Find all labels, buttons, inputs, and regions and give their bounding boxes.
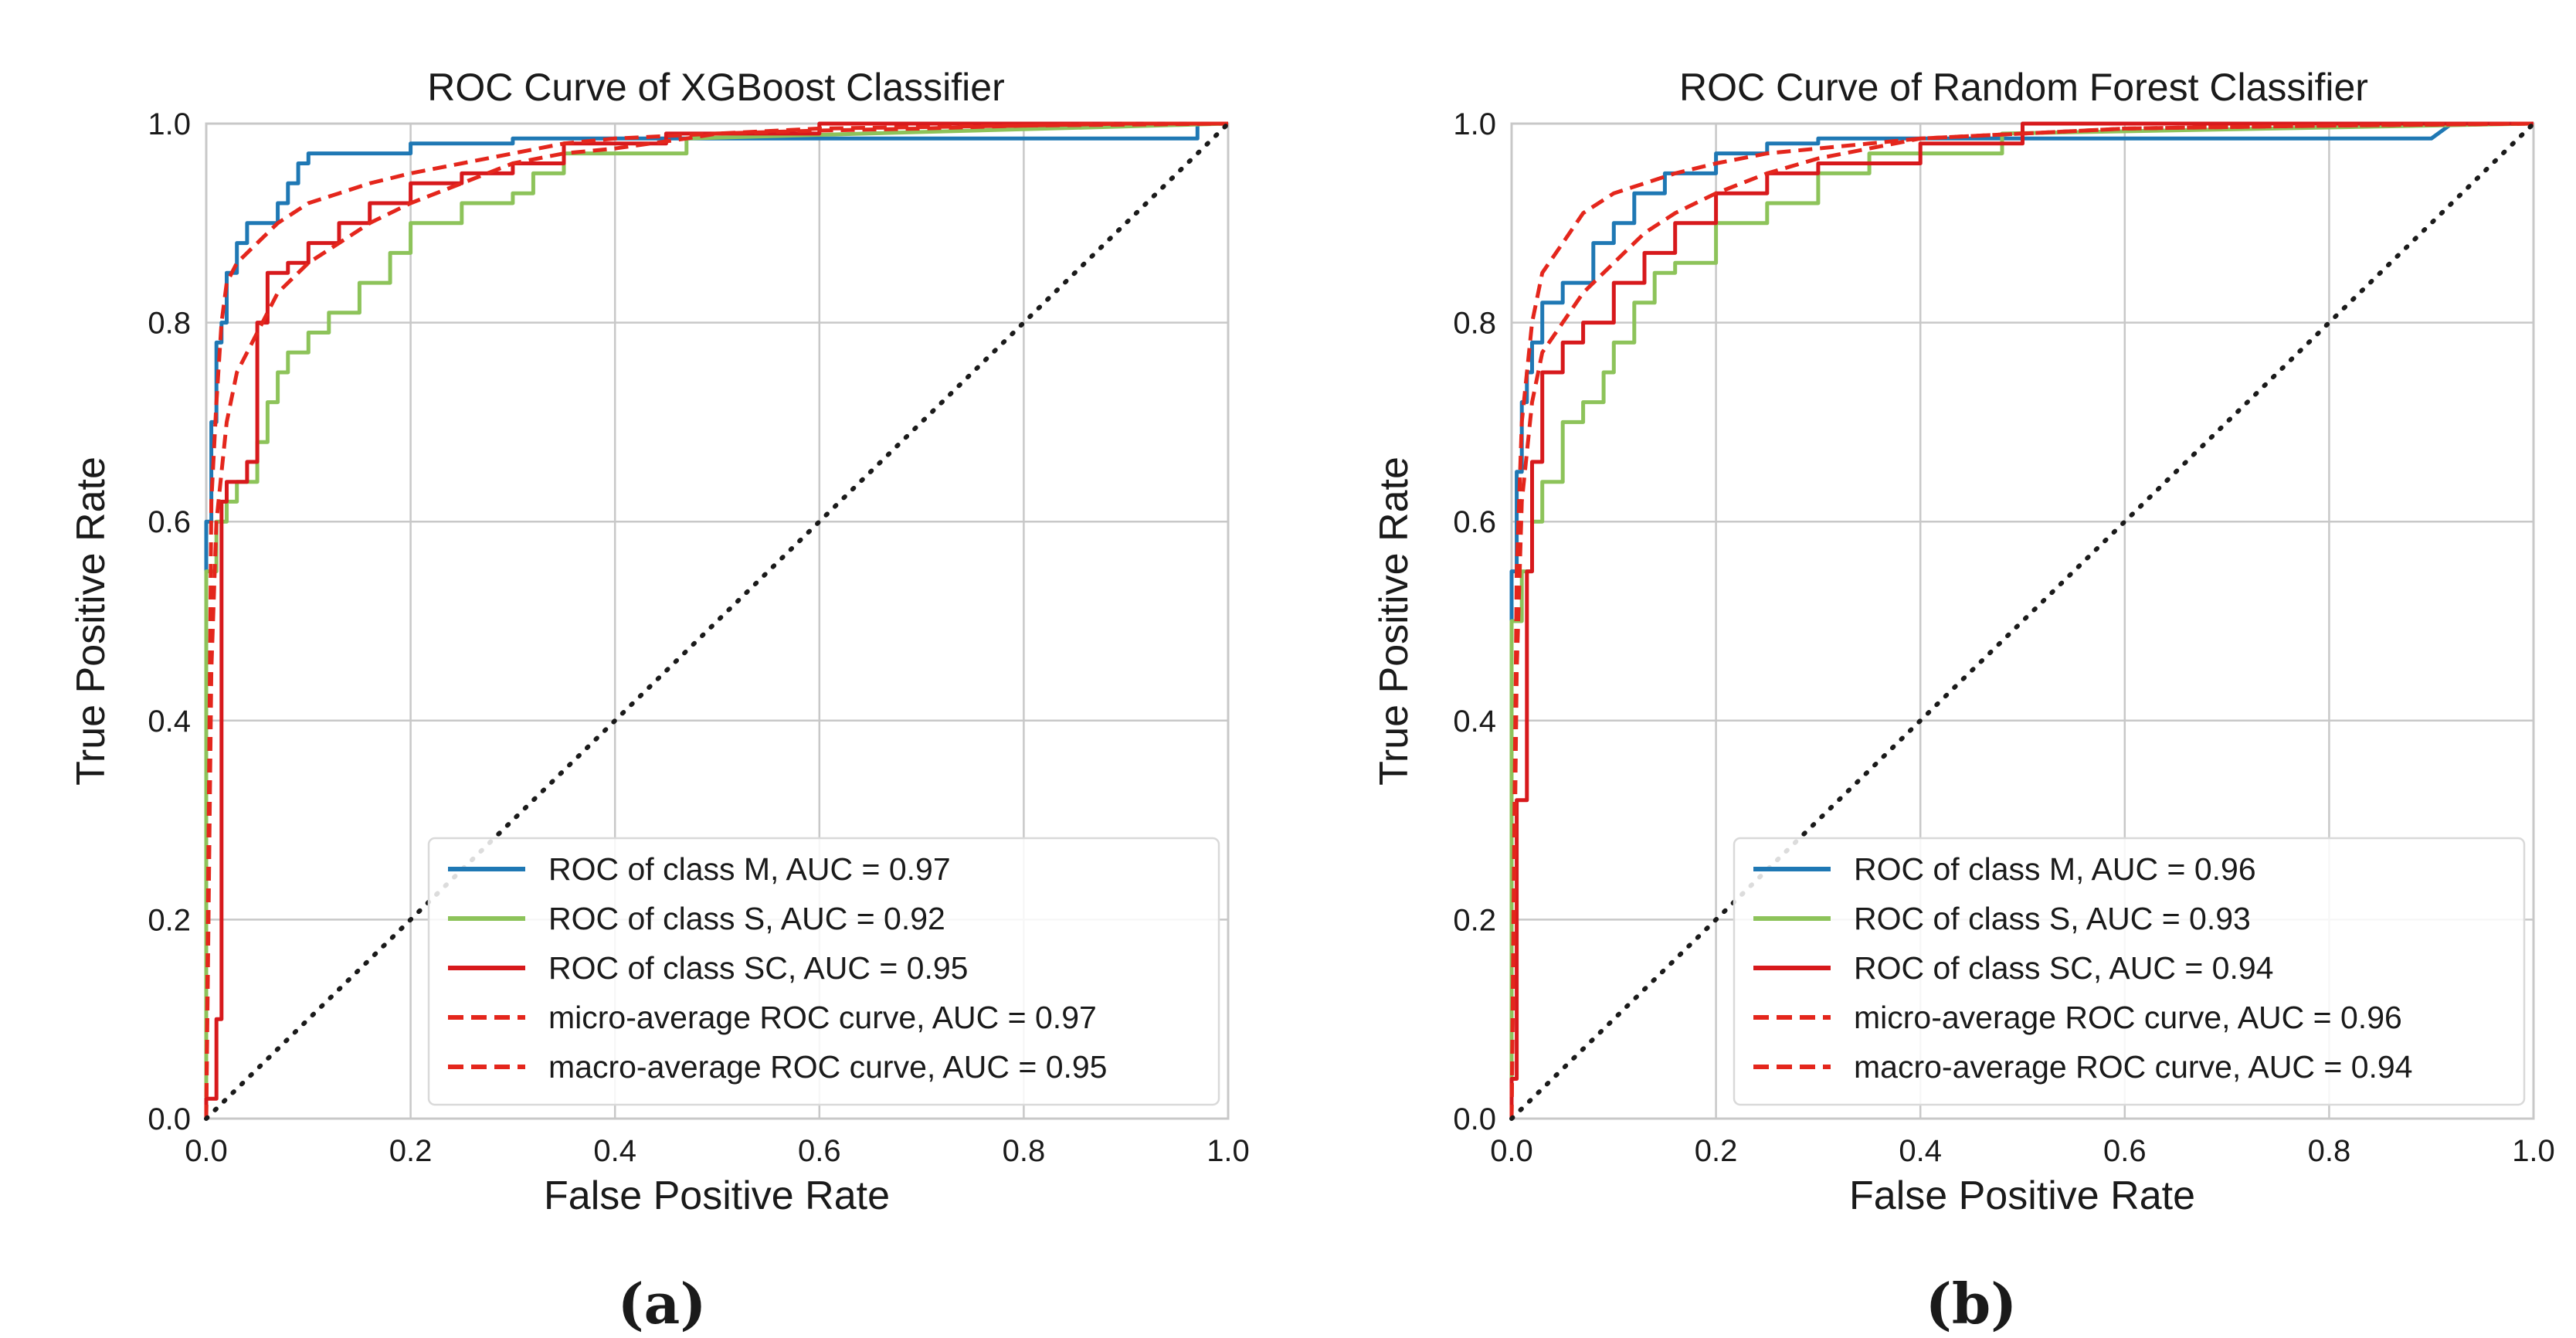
legend-label: ROC of class M, AUC = 0.96 [1854,851,2256,887]
roc-curve-roc-of-class-s [1509,121,2534,1119]
chart-title: ROC Curve of XGBoost Classifier [427,66,1004,109]
x-tick-label: 0.8 [1003,1134,1046,1168]
roc-curve-macro-average-roc-curve [204,121,1229,1119]
legend-box [427,837,1220,1106]
roc-curves [204,121,1230,1121]
y-tick-label: 0.6 [1453,505,1496,539]
roc-curve-roc-of-class-sc [1509,121,2534,1119]
x-tick-label: 1.0 [1207,1134,1250,1168]
chart-title: ROC Curve of Random Forest Classifier [1679,66,2368,109]
y-axis-label: True Positive Rate [1372,457,1417,786]
x-tick-label: 0.8 [2308,1134,2351,1168]
legend-label: macro-average ROC curve, AUC = 0.94 [1854,1049,2413,1085]
y-tick-label: 0.2 [148,903,191,937]
legend-label: ROC of class S, AUC = 0.92 [548,901,945,936]
y-tick-label: 0.0 [148,1102,191,1136]
y-tick-label: 1.0 [1453,107,1496,141]
x-axis-label: False Positive Rate [1849,1173,2195,1218]
roc-curve-micro-average-roc-curve [204,121,1228,1119]
x-tick-label: 1.0 [2512,1134,2555,1168]
y-tick-label: 0.6 [148,505,191,539]
legend-label: micro-average ROC curve, AUC = 0.97 [548,1000,1097,1035]
roc-curve-macro-average-roc-curve [1509,121,2534,1119]
roc-curve-roc-of-class-sc [204,121,1228,1119]
legend-label: ROC of class S, AUC = 0.93 [1854,901,2251,936]
legend-label: macro-average ROC curve, AUC = 0.95 [548,1049,1108,1085]
legend-box [1733,837,2526,1106]
x-tick-label: 0.6 [798,1134,841,1168]
legend: ROC of class M, AUC = 0.97 ROC of class S… [427,837,1220,1106]
legend-label: ROC of class SC, AUC = 0.95 [548,950,968,986]
x-tick-labels: 0.0 0.2 0.4 0.6 0.8 1.0 [1490,1134,2555,1168]
y-tick-label: 0.0 [1453,1102,1496,1136]
y-tick-label: 0.8 [148,307,191,341]
x-tick-labels: 0.0 0.2 0.4 0.6 0.8 1.0 [185,1134,1250,1168]
panel-caption: (a) [618,1271,707,1336]
panel-caption: (b) [1926,1271,2017,1336]
x-tick-label: 0.2 [389,1134,433,1168]
chance-diagonal-line [204,121,1230,1121]
x-tick-label: 0.0 [185,1134,228,1168]
y-tick-labels: 0.0 0.2 0.4 0.6 0.8 1.0 [1453,107,1496,1136]
y-tick-label: 1.0 [148,107,191,141]
roc-curve-roc-of-class-m [204,121,1228,1119]
y-tick-label: 0.4 [1453,705,1496,739]
y-tick-label: 0.2 [1453,903,1496,937]
y-tick-labels: 0.0 0.2 0.4 0.6 0.8 1.0 [148,107,191,1136]
x-tick-label: 0.2 [1695,1134,1738,1168]
y-tick-label: 0.8 [1453,307,1496,341]
legend: ROC of class M, AUC = 0.96 ROC of class S… [1733,837,2526,1106]
x-tick-label: 0.0 [1490,1134,1533,1168]
roc-curve-roc-of-class-s [204,121,1229,1119]
legend-label: micro-average ROC curve, AUC = 0.96 [1854,1000,2402,1035]
x-tick-label: 0.4 [1899,1134,1942,1168]
y-tick-label: 0.4 [148,705,191,739]
x-tick-label: 0.4 [593,1134,636,1168]
chance-diagonal-line [1509,121,2536,1121]
y-axis-label: True Positive Rate [69,457,114,786]
x-tick-label: 0.6 [2103,1134,2147,1168]
x-axis-label: False Positive Rate [544,1173,890,1218]
panel-b: ROC Curve of Random Forest Classifier 0.… [1372,66,2555,1336]
panel-a: ROC Curve of XGBoost Classifier 0.0 0.2 0.… [69,66,1250,1336]
legend-label: ROC of class SC, AUC = 0.94 [1854,950,2273,986]
roc-curves [1509,121,2536,1121]
legend-label: ROC of class M, AUC = 0.97 [548,851,951,887]
